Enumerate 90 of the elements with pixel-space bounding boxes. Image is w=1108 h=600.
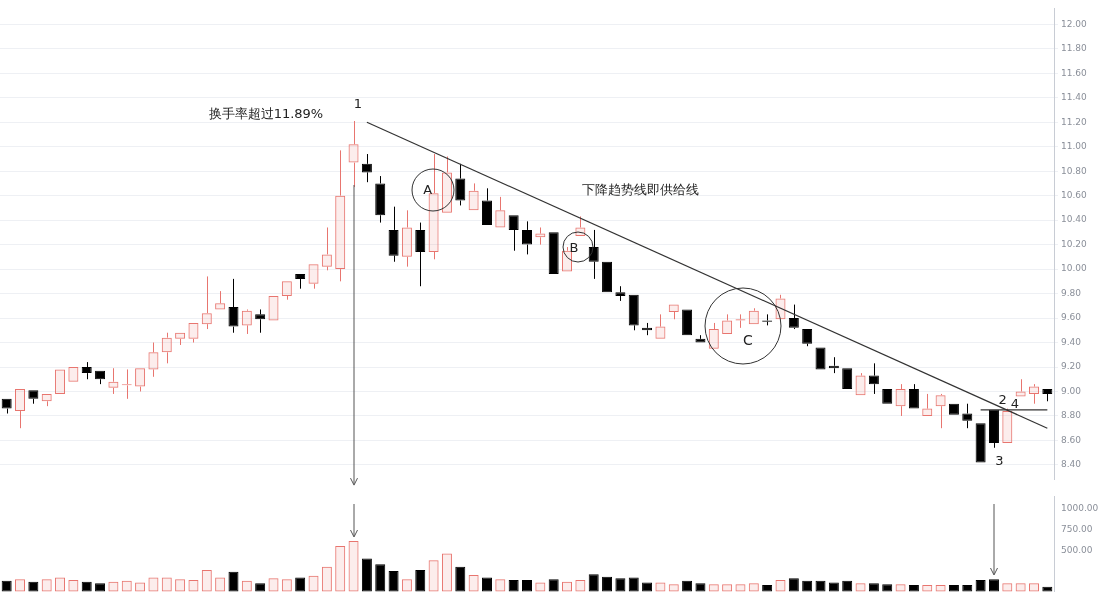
candlestick bbox=[548, 232, 559, 274]
candlestick bbox=[415, 222, 426, 287]
candlestick bbox=[495, 196, 506, 228]
bar bbox=[321, 566, 332, 592]
annotation: C bbox=[743, 332, 754, 349]
y-tick-label: 11.80 bbox=[1061, 43, 1088, 54]
candlestick bbox=[815, 347, 826, 370]
annotation: A bbox=[423, 181, 433, 197]
y-tick-label: 10.60 bbox=[1061, 190, 1088, 200]
candlestick bbox=[348, 120, 359, 188]
candlestick bbox=[668, 304, 679, 320]
candlestick bbox=[268, 296, 279, 321]
candlestick bbox=[908, 383, 919, 409]
bar bbox=[588, 574, 599, 592]
bar bbox=[348, 541, 359, 592]
y-tick-label: 9.20 bbox=[1061, 361, 1082, 372]
bar bbox=[335, 546, 346, 592]
bar bbox=[375, 564, 386, 592]
bar bbox=[388, 570, 399, 592]
candlestick bbox=[655, 313, 666, 339]
candlestick bbox=[375, 175, 386, 224]
annotation: 下降趋势线即供给线 bbox=[581, 181, 699, 197]
bar bbox=[441, 553, 452, 592]
candlestick bbox=[895, 383, 906, 417]
candlestick bbox=[602, 261, 613, 293]
candlestick bbox=[855, 372, 866, 396]
candlestick bbox=[988, 409, 999, 449]
candlestick bbox=[1015, 378, 1026, 397]
annotation: 2 bbox=[998, 391, 1007, 407]
candlestick bbox=[468, 182, 479, 211]
y-tick-label: 11.20 bbox=[1061, 116, 1088, 127]
bar bbox=[1042, 586, 1053, 592]
candlestick bbox=[335, 149, 346, 282]
y-tick-label: 12.00 bbox=[1061, 18, 1088, 29]
y-tick-label: 10.80 bbox=[1061, 165, 1088, 176]
candlestick bbox=[215, 290, 226, 310]
candlestick bbox=[228, 278, 239, 334]
candlestick bbox=[1042, 389, 1053, 402]
candlestick bbox=[842, 368, 853, 390]
annotation: 3 bbox=[995, 452, 1004, 468]
candlestick bbox=[175, 332, 186, 346]
candlestick bbox=[401, 209, 412, 268]
candlestick bbox=[1, 398, 12, 415]
y-tick-label: 1000.00 bbox=[1061, 503, 1099, 514]
y-tick-label: 8.80 bbox=[1061, 410, 1082, 421]
candlestick bbox=[682, 309, 693, 336]
candlestick bbox=[695, 334, 706, 343]
candlestick bbox=[308, 264, 319, 290]
candlestick bbox=[295, 273, 306, 290]
annotation: 1 bbox=[353, 96, 363, 112]
candlestick bbox=[962, 403, 973, 429]
y-tick-label: 11.00 bbox=[1061, 141, 1088, 152]
candlestick bbox=[55, 369, 66, 394]
candlestick bbox=[108, 367, 119, 395]
y-tick-label: 9.40 bbox=[1061, 336, 1082, 347]
y-tick-label: 11.40 bbox=[1061, 92, 1088, 103]
annotation: B bbox=[569, 240, 579, 256]
candlestick bbox=[388, 206, 399, 263]
y-tick-label: 11.60 bbox=[1061, 67, 1088, 78]
y-tick-label: 10.40 bbox=[1061, 214, 1088, 225]
y-tick-label: 9.00 bbox=[1061, 385, 1082, 396]
y-tick-label: 8.60 bbox=[1061, 434, 1082, 445]
candlestick bbox=[95, 370, 106, 385]
y-tick-label: 10.00 bbox=[1061, 263, 1088, 274]
bar bbox=[201, 570, 212, 592]
bar bbox=[429, 561, 438, 591]
candlestick bbox=[15, 389, 26, 429]
bar bbox=[228, 571, 239, 592]
annotation: 4 bbox=[1010, 396, 1020, 412]
y-tick-label: 9.80 bbox=[1061, 287, 1082, 298]
candlestick bbox=[615, 285, 626, 302]
candlestick bbox=[481, 187, 492, 226]
y-tick-label: 9.60 bbox=[1061, 312, 1082, 323]
y-tick-label: 500.00 bbox=[1061, 544, 1093, 555]
annotation: 换手率超过11.89% bbox=[208, 106, 324, 122]
candlestick bbox=[455, 163, 466, 206]
bar bbox=[455, 566, 466, 592]
candlestick bbox=[148, 342, 159, 378]
bar bbox=[361, 558, 372, 592]
candlestick bbox=[708, 322, 719, 349]
candlestick bbox=[508, 215, 519, 252]
y-tick-label: 10.20 bbox=[1061, 238, 1088, 249]
bar bbox=[415, 570, 426, 592]
candlestick bbox=[628, 294, 639, 331]
candlestick bbox=[922, 393, 933, 416]
y-tick-label: 750.00 bbox=[1061, 523, 1093, 534]
candlestick bbox=[28, 390, 39, 405]
candlestick bbox=[255, 308, 266, 334]
candlestick bbox=[975, 423, 986, 463]
y-tick-label: 8.40 bbox=[1061, 459, 1082, 470]
